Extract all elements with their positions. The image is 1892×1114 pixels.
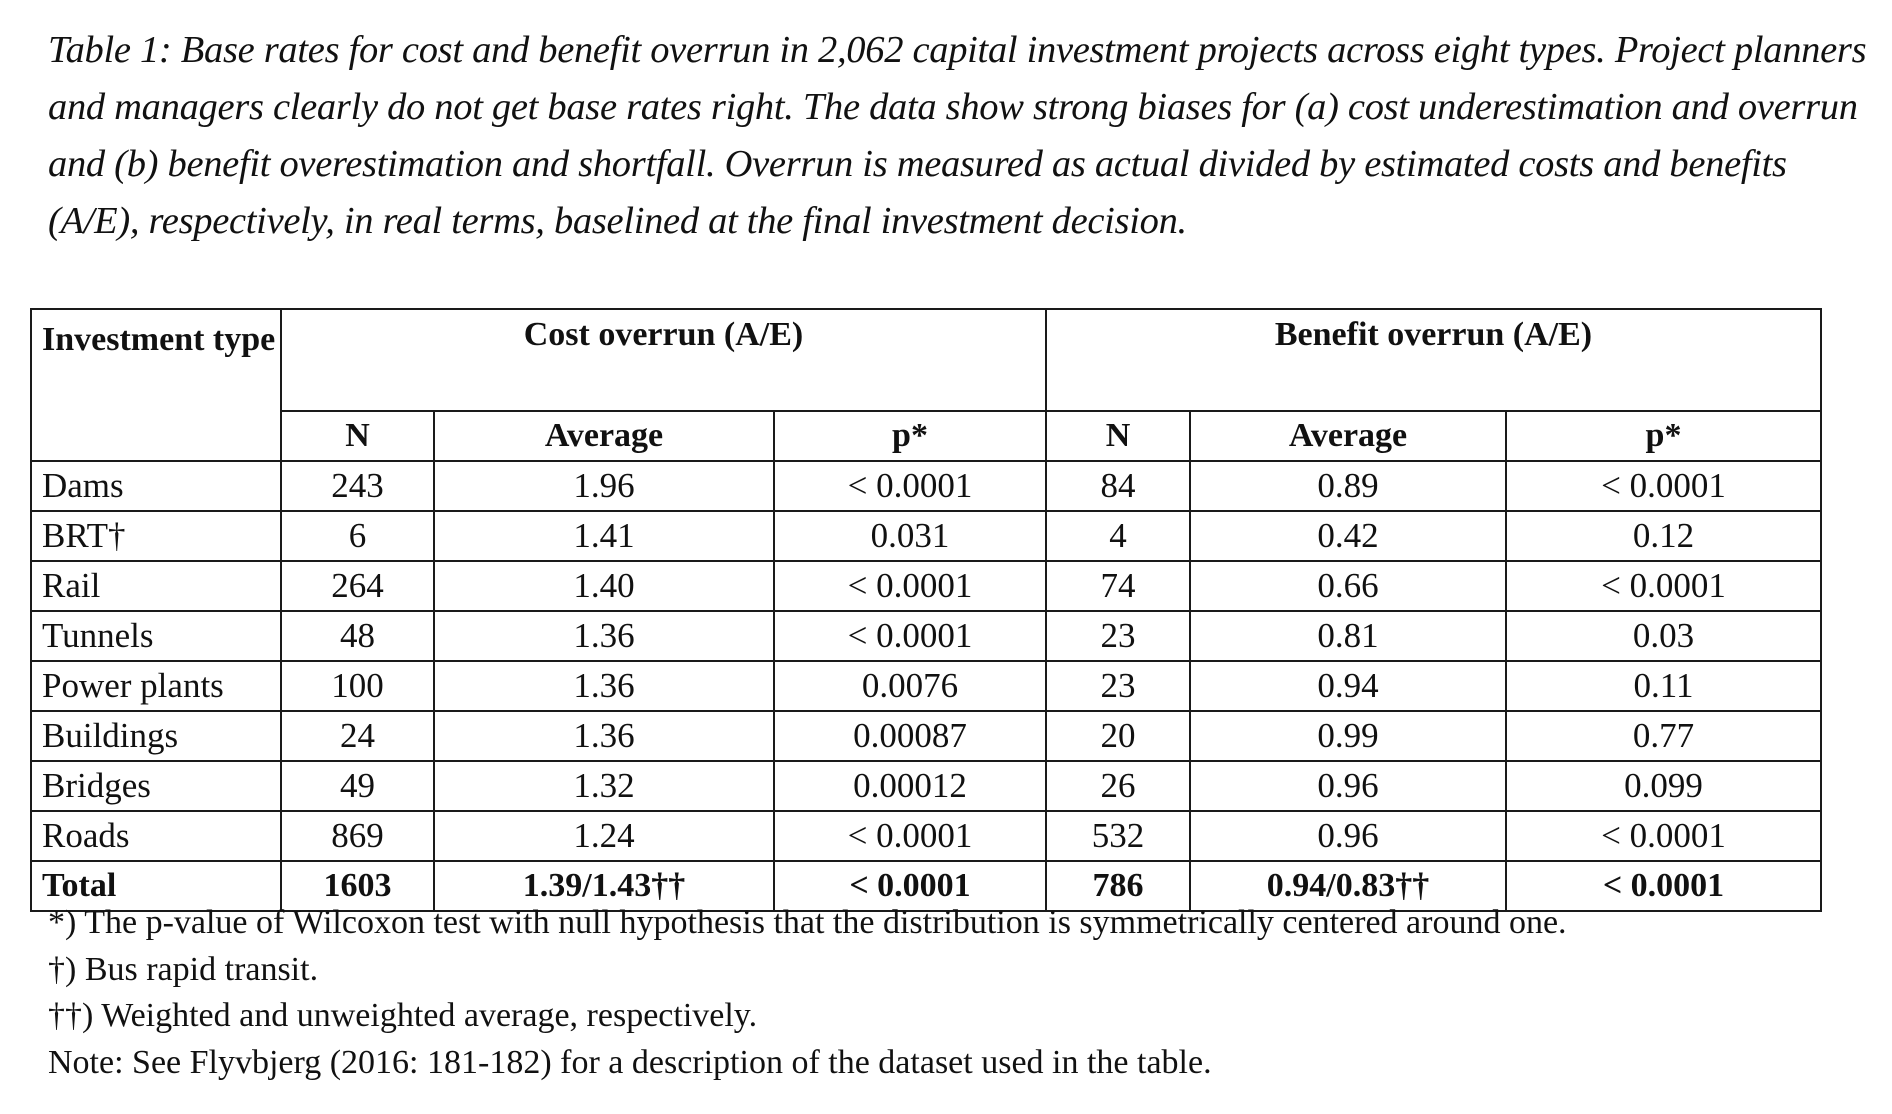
investment-type-cell: Rail <box>30 560 282 612</box>
benefit-p-cell: < 0.0001 <box>1504 560 1823 612</box>
benefit-average-header: Average <box>1189 410 1507 462</box>
total-cost-p-cell: < 0.0001 <box>773 860 1047 912</box>
investment-type-cell: BRT† <box>30 510 282 562</box>
base-rates-table: Investment type Cost overrun (A/E) Benef… <box>30 308 1823 912</box>
total-row: Total 1603 1.39/1.43†† < 0.0001 786 0.94… <box>30 860 1823 912</box>
total-label-cell: Total <box>30 860 282 912</box>
benefit-n-cell: 532 <box>1045 810 1191 862</box>
benefit-p-cell: 0.77 <box>1504 710 1823 762</box>
benefit-p-cell: 0.12 <box>1504 510 1823 562</box>
investment-type-cell: Power plants <box>30 660 282 712</box>
investment-type-cell: Bridges <box>30 760 282 812</box>
cost-average-cell: 1.96 <box>433 460 775 512</box>
table-row: Roads 869 1.24 < 0.0001 532 0.96 < 0.000… <box>30 810 1823 862</box>
investment-type-cell: Roads <box>30 810 282 862</box>
total-benefit-average-cell: 0.94/0.83†† <box>1189 860 1507 912</box>
cost-n-cell: 6 <box>280 510 435 562</box>
cost-n-cell: 869 <box>280 810 435 862</box>
benefit-p-cell: 0.099 <box>1504 760 1823 812</box>
benefit-average-cell: 0.42 <box>1189 510 1507 562</box>
benefit-average-cell: 0.89 <box>1189 460 1507 512</box>
cost-average-cell: 1.24 <box>433 810 775 862</box>
cost-overrun-header: Cost overrun (A/E) <box>280 308 1047 412</box>
cost-average-cell: 1.36 <box>433 610 775 662</box>
cost-average-cell: 1.41 <box>433 510 775 562</box>
benefit-n-cell: 74 <box>1045 560 1191 612</box>
benefit-average-cell: 0.96 <box>1189 760 1507 812</box>
benefit-p-cell: 0.03 <box>1504 610 1823 662</box>
cost-p-cell: < 0.0001 <box>773 560 1047 612</box>
investment-type-cell: Tunnels <box>30 610 282 662</box>
investment-type-cell: Dams <box>30 460 282 512</box>
cost-p-cell: 0.031 <box>773 510 1047 562</box>
cost-average-cell: 1.36 <box>433 710 775 762</box>
table-row: Tunnels 48 1.36 < 0.0001 23 0.81 0.03 <box>30 610 1823 662</box>
cost-n-cell: 264 <box>280 560 435 612</box>
benefit-n-cell: 23 <box>1045 610 1191 662</box>
footnote-p-value: *) The p-value of Wilcoxon test with nul… <box>48 904 1567 941</box>
cost-p-cell: 0.00087 <box>773 710 1047 762</box>
footnote-brt: †) Bus rapid transit. <box>48 950 319 988</box>
table-row: Power plants 100 1.36 0.0076 23 0.94 0.1… <box>30 660 1823 712</box>
total-benefit-p-cell: < 0.0001 <box>1504 860 1823 912</box>
benefit-n-cell: 84 <box>1045 460 1191 512</box>
cost-n-cell: 49 <box>280 760 435 812</box>
benefit-p-cell: < 0.0001 <box>1504 810 1823 862</box>
benefit-n-cell: 4 <box>1045 510 1191 562</box>
benefit-p-cell: 0.11 <box>1504 660 1823 712</box>
cost-p-cell: < 0.0001 <box>773 810 1047 862</box>
benefit-p-header: p* <box>1504 410 1823 462</box>
investment-type-header: Investment type <box>30 308 282 462</box>
benefit-n-cell: 26 <box>1045 760 1191 812</box>
footnote-source-note: Note: See Flyvbjerg (2016: 181-182) for … <box>48 1043 1212 1081</box>
footnote-average: ††) Weighted and unweighted average, res… <box>48 997 758 1034</box>
table-caption: Table 1: Base rates for cost and benefit… <box>48 29 1867 242</box>
table-row: Rail 264 1.40 < 0.0001 74 0.66 < 0.0001 <box>30 560 1823 612</box>
cost-n-cell: 243 <box>280 460 435 512</box>
cost-n-cell: 100 <box>280 660 435 712</box>
benefit-average-cell: 0.94 <box>1189 660 1507 712</box>
cost-p-cell: 0.00012 <box>773 760 1047 812</box>
cost-p-cell: < 0.0001 <box>773 460 1047 512</box>
total-benefit-n-cell: 786 <box>1045 860 1191 912</box>
total-cost-n-cell: 1603 <box>280 860 435 912</box>
cost-n-cell: 48 <box>280 610 435 662</box>
benefit-n-cell: 20 <box>1045 710 1191 762</box>
cost-average-cell: 1.32 <box>433 760 775 812</box>
benefit-n-header: N <box>1045 410 1191 462</box>
cost-p-cell: 0.0076 <box>773 660 1047 712</box>
total-cost-average-cell: 1.39/1.43†† <box>433 860 775 912</box>
cost-p-header: p* <box>773 410 1047 462</box>
table-footnotes: *) The p-value of Wilcoxon test with nul… <box>48 900 1868 1086</box>
benefit-average-cell: 0.99 <box>1189 710 1507 762</box>
cost-average-cell: 1.40 <box>433 560 775 612</box>
benefit-average-cell: 0.66 <box>1189 560 1507 612</box>
table-row: Buildings 24 1.36 0.00087 20 0.99 0.77 <box>30 710 1823 762</box>
cost-n-header: N <box>280 410 435 462</box>
table-row: BRT† 6 1.41 0.031 4 0.42 0.12 <box>30 510 1823 562</box>
benefit-p-cell: < 0.0001 <box>1504 460 1823 512</box>
cost-n-cell: 24 <box>280 710 435 762</box>
table-row: Dams 243 1.96 < 0.0001 84 0.89 < 0.0001 <box>30 460 1823 512</box>
investment-type-cell: Buildings <box>30 710 282 762</box>
cost-average-header: Average <box>433 410 775 462</box>
benefit-overrun-header: Benefit overrun (A/E) <box>1044 308 1823 412</box>
cost-p-cell: < 0.0001 <box>773 610 1047 662</box>
benefit-average-cell: 0.81 <box>1189 610 1507 662</box>
cost-average-cell: 1.36 <box>433 660 775 712</box>
benefit-n-cell: 23 <box>1045 660 1191 712</box>
benefit-average-cell: 0.96 <box>1189 810 1507 862</box>
table-row: Bridges 49 1.32 0.00012 26 0.96 0.099 <box>30 760 1823 812</box>
